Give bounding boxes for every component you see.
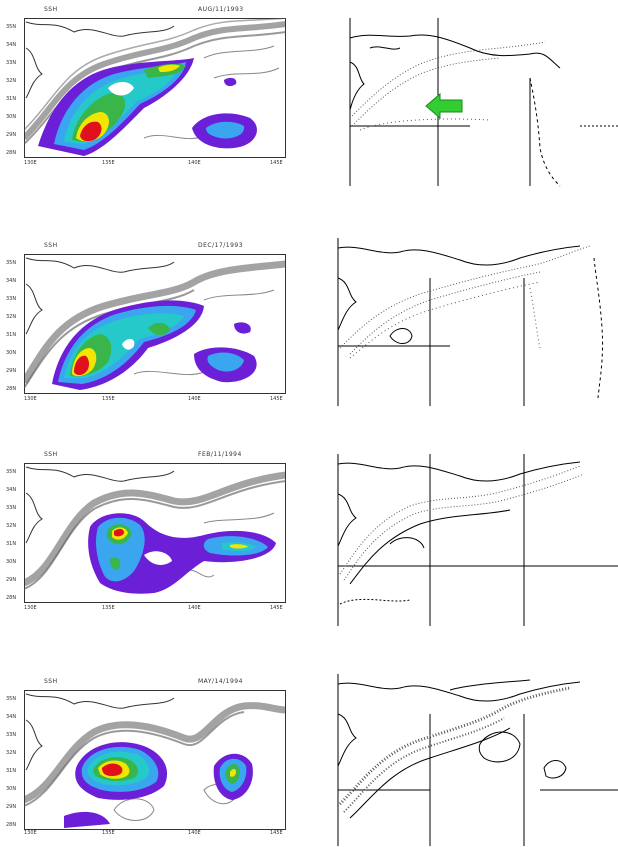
y-tick: 35N: [6, 260, 17, 266]
x-tick: 145E: [270, 396, 283, 402]
x-tick: 140E: [188, 830, 201, 836]
coastline: [25, 21, 175, 37]
x-tick: 130E: [24, 830, 37, 836]
panel-label: SSH: [44, 451, 58, 458]
panel-date: MAY/14/1994: [198, 678, 243, 685]
y-tick: 35N: [6, 469, 17, 475]
y-tick: 28N: [6, 150, 17, 156]
x-tick: 135E: [102, 605, 115, 611]
y-tick: 34N: [6, 42, 17, 48]
x-tick: 135E: [102, 396, 115, 402]
y-tick: 33N: [6, 732, 17, 738]
y-tick: 33N: [6, 296, 17, 302]
y-tick: 30N: [6, 559, 17, 565]
x-tick: 140E: [188, 605, 201, 611]
x-tick: 145E: [270, 160, 283, 166]
ssh-map-3: [24, 463, 286, 603]
x-tick: 145E: [270, 830, 283, 836]
y-tick: 33N: [6, 60, 17, 66]
y-tick: 32N: [6, 78, 17, 84]
y-tick: 28N: [6, 386, 17, 392]
y-tick: 33N: [6, 505, 17, 511]
x-tick: 135E: [102, 160, 115, 166]
coastline: [349, 34, 561, 69]
y-tick: 34N: [6, 278, 17, 284]
x-tick: 140E: [188, 396, 201, 402]
y-tick: 29N: [6, 804, 17, 810]
x-tick: 130E: [24, 396, 37, 402]
y-tick: 28N: [6, 595, 17, 601]
ssh-map-4: [24, 690, 286, 830]
panel-label: SSH: [44, 6, 58, 13]
line-map-4: [337, 674, 618, 846]
panel-label: SSH: [44, 242, 58, 249]
panel-date: DEC/17/1993: [198, 242, 244, 249]
x-tick: 145E: [270, 605, 283, 611]
y-tick: 29N: [6, 368, 17, 374]
y-tick: 29N: [6, 577, 17, 583]
line-map-panel-4: [330, 674, 618, 847]
y-tick: 30N: [6, 786, 17, 792]
line-map-panel-3: [330, 454, 618, 629]
y-tick: 35N: [6, 696, 17, 702]
panel-label: SSH: [44, 678, 58, 685]
line-map-2: [337, 238, 604, 406]
x-tick: 130E: [24, 160, 37, 166]
y-tick: 30N: [6, 350, 17, 356]
y-tick: 34N: [6, 487, 17, 493]
y-tick: 31N: [6, 332, 17, 338]
arrow-icon: [425, 92, 463, 120]
ssh-map-panel-2: SSH DEC/17/1993 35N 34N 33N 32N 31N 30N …: [0, 236, 290, 416]
ssh-map-panel-3: SSH FEB/11/1994 35N 34N 33N 32N 31N 30N …: [0, 445, 290, 625]
current-path: [349, 41, 546, 119]
y-tick: 31N: [6, 541, 17, 547]
y-tick: 34N: [6, 714, 17, 720]
y-tick: 29N: [6, 132, 17, 138]
ssh-map-1: [24, 18, 286, 158]
y-tick: 30N: [6, 114, 17, 120]
y-tick: 28N: [6, 822, 17, 828]
ssh-map-panel-4: SSH MAY/14/1994 35N 34N 33N 32N 31N 30N …: [0, 672, 290, 847]
ssh-map-2: [24, 254, 286, 394]
y-tick: 31N: [6, 96, 17, 102]
line-map-panel-2: [330, 238, 618, 408]
y-tick: 32N: [6, 314, 17, 320]
y-tick: 32N: [6, 523, 17, 529]
y-tick: 31N: [6, 768, 17, 774]
line-map-1: [349, 18, 618, 187]
x-tick: 130E: [24, 605, 37, 611]
y-tick: 35N: [6, 24, 17, 30]
ssh-map-panel-1: SSH AUG/11/1993 35N 34N 33N 32N 31N 30N …: [0, 0, 290, 180]
panel-date: AUG/11/1993: [198, 6, 244, 13]
anomaly-red: [80, 121, 102, 142]
line-map-3: [337, 454, 618, 626]
line-map-panel-1: [330, 18, 618, 188]
panel-date: FEB/11/1994: [198, 451, 242, 458]
y-tick: 32N: [6, 750, 17, 756]
x-tick: 140E: [188, 160, 201, 166]
x-tick: 135E: [102, 830, 115, 836]
